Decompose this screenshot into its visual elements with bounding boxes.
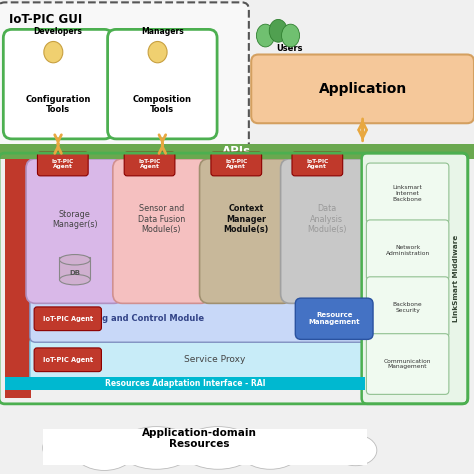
FancyBboxPatch shape bbox=[292, 152, 343, 176]
Ellipse shape bbox=[294, 431, 341, 465]
FancyBboxPatch shape bbox=[30, 337, 371, 383]
FancyBboxPatch shape bbox=[34, 348, 101, 372]
FancyBboxPatch shape bbox=[26, 159, 123, 303]
Text: Resource
Management: Resource Management bbox=[309, 312, 360, 325]
Bar bbox=[0, 144, 474, 159]
Ellipse shape bbox=[73, 430, 135, 470]
Ellipse shape bbox=[239, 431, 301, 469]
Ellipse shape bbox=[44, 42, 63, 63]
Text: IoT-PIC
Agent: IoT-PIC Agent bbox=[225, 159, 247, 169]
FancyBboxPatch shape bbox=[34, 307, 101, 331]
FancyBboxPatch shape bbox=[281, 159, 373, 303]
Text: IoT-PIC GUI: IoT-PIC GUI bbox=[9, 13, 83, 26]
Text: Network
Administration: Network Administration bbox=[385, 245, 430, 255]
Text: Managers: Managers bbox=[141, 27, 184, 36]
Text: Backbone
Security: Backbone Security bbox=[393, 302, 422, 312]
Text: IoT-PIC
Agent: IoT-PIC Agent bbox=[306, 159, 328, 169]
Text: DB: DB bbox=[69, 270, 81, 276]
Text: Monitoring and Control Module: Monitoring and Control Module bbox=[56, 314, 204, 323]
FancyBboxPatch shape bbox=[251, 55, 474, 123]
FancyBboxPatch shape bbox=[295, 298, 373, 339]
FancyBboxPatch shape bbox=[30, 295, 371, 342]
FancyBboxPatch shape bbox=[211, 152, 262, 176]
FancyBboxPatch shape bbox=[366, 220, 449, 281]
FancyBboxPatch shape bbox=[3, 29, 113, 139]
Bar bbox=[5, 377, 365, 390]
Ellipse shape bbox=[59, 255, 90, 265]
Text: Storage
Manager(s): Storage Manager(s) bbox=[52, 210, 98, 229]
Bar bbox=[43, 429, 367, 465]
FancyBboxPatch shape bbox=[366, 163, 449, 224]
Text: Composition
Tools: Composition Tools bbox=[133, 95, 192, 114]
Text: IoT-PIC
Agent: IoT-PIC Agent bbox=[138, 159, 161, 169]
Text: Sensor and
Data Fusion
Module(s): Sensor and Data Fusion Module(s) bbox=[138, 204, 185, 234]
Ellipse shape bbox=[148, 42, 167, 63]
Ellipse shape bbox=[43, 431, 90, 465]
Text: Users: Users bbox=[276, 44, 302, 53]
FancyBboxPatch shape bbox=[366, 334, 449, 394]
Text: Communication
Management: Communication Management bbox=[384, 359, 431, 369]
Text: LinkSmart Middlware: LinkSmart Middlware bbox=[454, 235, 459, 322]
Text: Developers: Developers bbox=[34, 27, 82, 36]
Ellipse shape bbox=[256, 24, 274, 47]
Text: Data
Analysis
Module(s): Data Analysis Module(s) bbox=[307, 204, 346, 234]
Bar bbox=[5, 159, 31, 398]
Bar bbox=[60, 257, 90, 279]
FancyBboxPatch shape bbox=[37, 152, 88, 176]
Text: Resources Adaptation Interface - RAI: Resources Adaptation Interface - RAI bbox=[105, 379, 265, 388]
Ellipse shape bbox=[59, 274, 90, 285]
Text: Application-domain
Resources: Application-domain Resources bbox=[142, 428, 256, 449]
Text: Service Proxy: Service Proxy bbox=[184, 356, 245, 364]
Text: Linksmart
Internet
Backbone: Linksmart Internet Backbone bbox=[392, 185, 423, 202]
FancyBboxPatch shape bbox=[0, 2, 249, 152]
Text: IoT-PIC Agent: IoT-PIC Agent bbox=[43, 357, 93, 363]
Text: Context
Manager
Module(s): Context Manager Module(s) bbox=[223, 204, 268, 234]
Text: APIs: APIs bbox=[222, 145, 252, 158]
Ellipse shape bbox=[180, 427, 256, 469]
Text: IoT-PIC
Agent: IoT-PIC Agent bbox=[52, 159, 74, 169]
FancyBboxPatch shape bbox=[108, 29, 217, 139]
FancyBboxPatch shape bbox=[362, 153, 468, 404]
FancyBboxPatch shape bbox=[113, 159, 210, 303]
Ellipse shape bbox=[118, 427, 194, 469]
Text: IoT-PIC Agent: IoT-PIC Agent bbox=[43, 316, 93, 322]
Text: Application: Application bbox=[319, 82, 407, 96]
Ellipse shape bbox=[282, 24, 300, 47]
FancyBboxPatch shape bbox=[366, 277, 449, 337]
Ellipse shape bbox=[269, 19, 287, 42]
FancyBboxPatch shape bbox=[200, 159, 292, 303]
FancyBboxPatch shape bbox=[124, 152, 175, 176]
Ellipse shape bbox=[334, 435, 377, 465]
Text: Configuration
Tools: Configuration Tools bbox=[26, 95, 91, 114]
